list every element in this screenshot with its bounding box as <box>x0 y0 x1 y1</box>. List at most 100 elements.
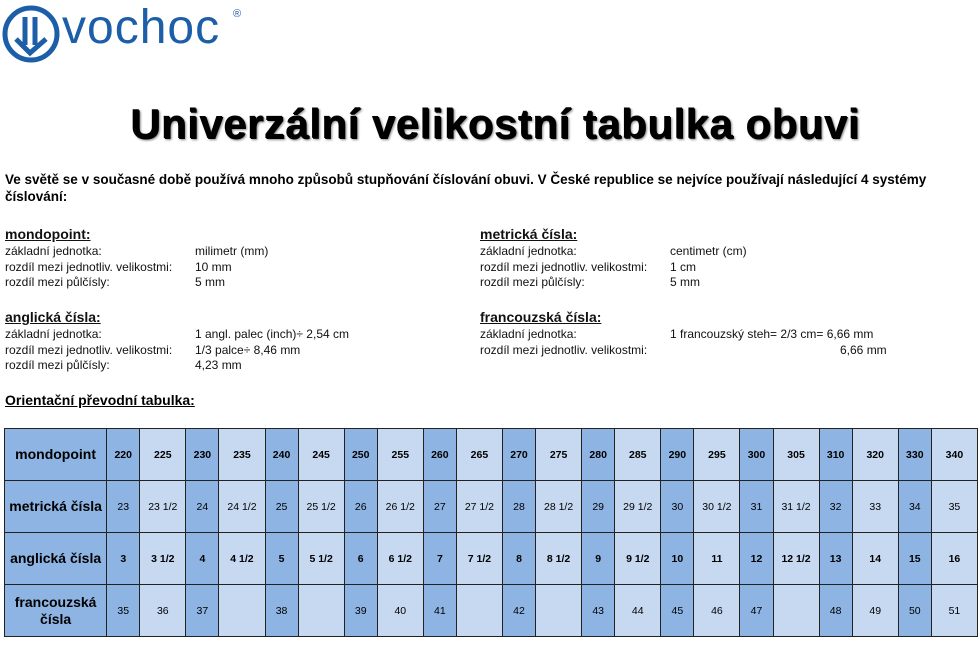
row-header: anglická čísla <box>3 532 108 585</box>
row-value: centimetr (cm) <box>670 244 747 258</box>
table-cell: 35 <box>106 584 141 637</box>
table-cell: 44 <box>614 584 662 637</box>
table-cell: 42 <box>501 584 537 637</box>
row-label: rozdíl mezi jednotliv. velikostmi: <box>480 342 648 357</box>
row-value: 5 mm <box>195 275 225 289</box>
table-cell: 27 <box>422 480 457 533</box>
table-cell: 16 <box>930 532 979 585</box>
table-cell: 35 <box>930 480 979 533</box>
row-header: metrická čísla <box>3 480 108 533</box>
row-label: rozdíl mezi půlčísly: <box>5 275 110 289</box>
table-cell <box>218 584 266 637</box>
table-cell: 39 <box>343 584 378 637</box>
table-cell: 3 <box>106 532 141 585</box>
table-cell: 5 <box>264 532 299 585</box>
table-cell: 295 <box>693 428 741 481</box>
table-cell: 28 <box>501 480 537 533</box>
table-cell: 30 1/2 <box>693 480 741 533</box>
table-cell: 4 1/2 <box>218 532 266 585</box>
section-title: metrická čísla: <box>480 226 578 242</box>
row-value: 1 francouzský steh= 2/3 cm= 6,66 mm <box>670 327 874 341</box>
table-cell: 245 <box>297 428 345 481</box>
table-cell: 26 <box>343 480 378 533</box>
intro: Ve světě se v současné době používá mnoh… <box>5 172 927 204</box>
table-cell: 15 <box>897 532 932 585</box>
table-cell: 340 <box>930 428 979 481</box>
section: francouzská čísla: základní jednotka: 1 fr… <box>480 309 940 358</box>
table-cell: 270 <box>501 428 537 481</box>
table-cell: 48 <box>818 584 853 637</box>
section-row: rozdíl mezi půlčísly: 4,23 mm <box>5 358 465 374</box>
table-cell: 320 <box>851 428 899 481</box>
table-cell: 24 1/2 <box>218 480 266 533</box>
row-value: 6,66 mm <box>840 342 887 357</box>
logo-text: vochoc <box>62 1 221 54</box>
table-cell <box>297 584 345 637</box>
table-cell: 26 1/2 <box>376 480 424 533</box>
row-label: základní jednotka: <box>480 244 577 258</box>
row-value: 4,23 mm <box>195 358 242 372</box>
table-cell: 23 <box>106 480 141 533</box>
table-cell: 4 <box>185 532 220 585</box>
section-title: anglická čísla: <box>5 309 101 325</box>
table-cell: 25 <box>264 480 299 533</box>
table-cell: 6 <box>343 532 378 585</box>
row-label: základní jednotka: <box>5 244 102 258</box>
section-row: základní jednotka: 1 francouzský steh= 2/… <box>480 327 940 343</box>
section-title: francouzská čísla: <box>480 309 602 325</box>
row-label: rozdíl mezi půlčísly: <box>5 358 110 372</box>
table-cell: 8 <box>501 532 537 585</box>
table-cell: 12 <box>739 532 774 585</box>
table-cell: 32 <box>818 480 853 533</box>
table-cell: 13 <box>818 532 853 585</box>
table-cell: 9 1/2 <box>614 532 662 585</box>
section-row: rozdíl mezi jednotliv. velikostmi: 6,66 m… <box>480 343 940 359</box>
row-header: mondopoint <box>3 428 108 481</box>
row-value: 5 mm <box>670 275 700 289</box>
table-cell: 255 <box>376 428 424 481</box>
table-cell: 290 <box>660 428 695 481</box>
table-cell: 45 <box>660 584 695 637</box>
row-value: 1 angl. palec (inch)÷ 2,54 cm <box>195 327 349 341</box>
table-cell: 41 <box>422 584 457 637</box>
row-value: 10 mm <box>195 259 232 274</box>
table-cell: 240 <box>264 428 299 481</box>
row-label: základní jednotka: <box>480 327 577 341</box>
section-row: základní jednotka: 1 angl. palec (inch)÷ … <box>5 327 465 343</box>
table-cell: 5 1/2 <box>297 532 345 585</box>
table-cell <box>455 584 503 637</box>
table-cell: 14 <box>851 532 899 585</box>
table-cell: 9 <box>581 532 616 585</box>
table-row: mondopoint 220 225 230 235 240 245 250 255 260 265… <box>3 428 979 481</box>
table-cell: 23 1/2 <box>139 480 187 533</box>
table-cell: 28 1/2 <box>535 480 583 533</box>
section-row: rozdíl mezi jednotliv. velikostmi: 1 cm <box>480 260 940 276</box>
row-label: rozdíl mezi jednotliv. velikostmi: <box>480 259 648 274</box>
section: metrická čísla: základní jednotka: centime… <box>480 226 940 291</box>
table-cell: 7 <box>422 532 457 585</box>
table-cell: 260 <box>422 428 457 481</box>
section-row: rozdíl mezi jednotliv. velikostmi: 1/3 pa… <box>5 343 465 359</box>
table-row: metrická čísla 23 23 1/2 24 24 1/2 25 25 1/2 26… <box>3 480 979 533</box>
table-cell: 25 1/2 <box>297 480 345 533</box>
table-cell <box>772 584 820 637</box>
table-cell <box>535 584 583 637</box>
row-value: 1/3 palce÷ 8,46 mm <box>195 342 301 357</box>
section-title: mondopoint: <box>5 226 91 242</box>
table-cell: 250 <box>343 428 378 481</box>
table-cell: 235 <box>218 428 266 481</box>
section-row: rozdíl mezi půlčísly: 5 mm <box>5 275 465 291</box>
row-label: rozdíl mezi jednotliv. velikostmi: <box>5 342 173 357</box>
table-cell: 11 <box>693 532 741 585</box>
row-value: milimetr (mm) <box>195 244 269 258</box>
section: anglická čísla: základní jednotka: 1 angl.… <box>5 309 465 374</box>
table-cell: 31 <box>739 480 774 533</box>
table-cell: 330 <box>897 428 932 481</box>
row-label: rozdíl mezi jednotliv. velikostmi: <box>5 259 173 274</box>
table-cell: 310 <box>818 428 853 481</box>
table-cell: 34 <box>897 480 932 533</box>
section-row: rozdíl mezi půlčísly: 5 mm <box>480 275 940 291</box>
table-cell: 3 1/2 <box>139 532 187 585</box>
table-cell: 305 <box>772 428 820 481</box>
table-cell: 38 <box>264 584 299 637</box>
